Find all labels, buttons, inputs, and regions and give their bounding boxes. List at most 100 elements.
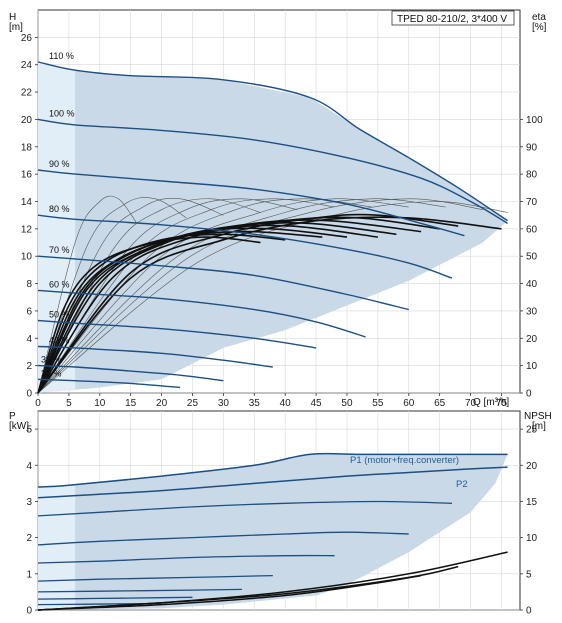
y-tick-label: 22 xyxy=(21,88,33,99)
efficiency-curve xyxy=(37,236,261,394)
top-x-ticks: 0 5 10 15 20 25 30 35 40 45 50 55 60 65 70 75 xyxy=(35,393,507,409)
chart-title: TPED 80-210/2, 3*400 V xyxy=(397,14,507,25)
x-tick-label: 40 xyxy=(280,398,292,409)
x-tick-label: 70 xyxy=(465,398,477,409)
npsh-tick-label: 15 xyxy=(526,497,538,508)
top-y2-ticks: 0 10 20 30 40 50 60 70 80 90 100 xyxy=(520,115,543,400)
x-tick-label: 60 xyxy=(403,398,415,409)
head-curve xyxy=(37,378,181,389)
npsh-axis-label: NPSH xyxy=(524,411,552,422)
p1-curve xyxy=(37,452,508,488)
y-tick-label: 2 xyxy=(26,361,32,372)
efficiency-thin-curve xyxy=(37,198,372,394)
speed-label: 30 % xyxy=(41,355,62,365)
efficiency-thin-curve xyxy=(37,198,261,394)
npsh-axis-unit: [m] xyxy=(532,421,546,432)
y2-tick-label: 0 xyxy=(526,389,532,400)
head-curve xyxy=(37,364,224,382)
y-tick-label: 18 xyxy=(21,142,33,153)
bottom-curves xyxy=(37,452,508,611)
efficiency-curve xyxy=(37,230,323,394)
x-tick-label: 45 xyxy=(311,398,323,409)
y2-tick-label: 60 xyxy=(526,224,538,235)
y2-tick-label: 40 xyxy=(526,279,538,290)
efficiency-curve xyxy=(37,213,459,394)
bottom-highlight-area xyxy=(38,485,76,610)
speed-label: 90 % xyxy=(49,159,70,169)
power-curve xyxy=(37,531,409,546)
y2-axis-label: eta xyxy=(532,12,546,23)
p1-series-label: P1 (motor+freq.converter) xyxy=(350,455,459,466)
head-efficiency-panel: 110 %100 %90 %80 %70 %60 %50 %40 %30 %20… xyxy=(9,9,547,409)
head-curve xyxy=(37,289,366,338)
y-axis-label: H xyxy=(9,12,16,23)
p-tick-label: 1 xyxy=(26,569,32,580)
x-tick-label: 15 xyxy=(125,398,137,409)
power-curve xyxy=(37,588,242,593)
efficiency-thin-curve xyxy=(37,198,483,394)
x-axis-label: Q [m³/h] xyxy=(473,397,509,408)
y-tick-label: 24 xyxy=(21,60,33,71)
p-tick-label: 0 xyxy=(26,606,32,617)
y2-tick-label: 10 xyxy=(526,361,538,372)
x-tick-label: 50 xyxy=(341,398,353,409)
efficiency-thin-curve xyxy=(37,198,446,394)
x-tick-label: 35 xyxy=(249,398,261,409)
x-tick-label: 20 xyxy=(156,398,168,409)
y-tick-label: 26 xyxy=(21,33,33,44)
efficiency-thin-curve xyxy=(37,198,335,394)
y2-tick-label: 20 xyxy=(526,334,538,345)
y-tick-label: 10 xyxy=(21,252,33,263)
bottom-y2-ticks: 0 5 10 15 20 25 xyxy=(520,425,538,617)
speed-label: 100 % xyxy=(49,108,75,118)
npsh-tick-label: 0 xyxy=(526,606,532,617)
y-tick-label: 0 xyxy=(26,389,32,400)
speed-label: 50 % xyxy=(49,310,70,320)
bottom-y-ticks: 0 1 2 3 4 5 xyxy=(26,425,38,617)
head-curve xyxy=(37,345,273,368)
head-curve xyxy=(37,319,317,349)
y2-tick-label: 50 xyxy=(526,252,538,263)
p-tick-label: 5 xyxy=(26,425,32,436)
y2-tick-label: 90 xyxy=(526,142,538,153)
speed-label: 40 % xyxy=(49,336,70,346)
speed-label: 60 % xyxy=(49,279,70,289)
x-tick-label: 55 xyxy=(372,398,384,409)
y2-tick-label: 100 xyxy=(526,115,543,126)
y-tick-label: 16 xyxy=(21,170,33,181)
head-curve xyxy=(37,214,453,279)
x-tick-label: 5 xyxy=(66,398,72,409)
p-tick-label: 2 xyxy=(26,533,32,544)
y2-tick-label: 70 xyxy=(526,197,538,208)
power-npsh-panel: 0 1 2 3 4 5 0 5 10 15 20 25 P [kW] NPSH [m] P1 (mo… xyxy=(9,410,552,617)
power-curve xyxy=(37,554,335,564)
x-tick-label: 25 xyxy=(187,398,199,409)
head-curve xyxy=(37,255,409,311)
speed-label: 20 % xyxy=(41,368,62,378)
y-tick-label: 14 xyxy=(21,197,33,208)
speed-label: 80 % xyxy=(49,204,70,214)
y-tick-label: 4 xyxy=(26,334,32,345)
power-curve xyxy=(37,596,193,600)
power-curve xyxy=(37,500,453,517)
p-tick-label: 4 xyxy=(26,461,32,472)
title-box xyxy=(391,10,515,26)
power-curve xyxy=(37,574,273,582)
p2-curve xyxy=(37,466,508,499)
top-curve-labels: 110 % 100 % 90 % 80 % 70 % 60 % 50 % 40 % 30 % 20… xyxy=(41,51,75,378)
p-axis-unit: [kW] xyxy=(9,421,29,432)
y-axis-unit: [m] xyxy=(9,22,23,33)
y-tick-label: 20 xyxy=(21,115,33,126)
npsh-tick-label: 20 xyxy=(526,461,538,472)
y-tick-label: 12 xyxy=(21,224,33,235)
npsh-tick-label: 5 xyxy=(526,569,532,580)
npsh-curve xyxy=(37,574,422,611)
x-tick-label: 75 xyxy=(496,398,508,409)
speed-label: 110 % xyxy=(49,51,74,61)
x-tick-label: 0 xyxy=(35,398,41,409)
y2-tick-label: 30 xyxy=(526,306,538,317)
p2-series-label: P2 xyxy=(456,479,468,490)
head-curve xyxy=(37,169,465,237)
